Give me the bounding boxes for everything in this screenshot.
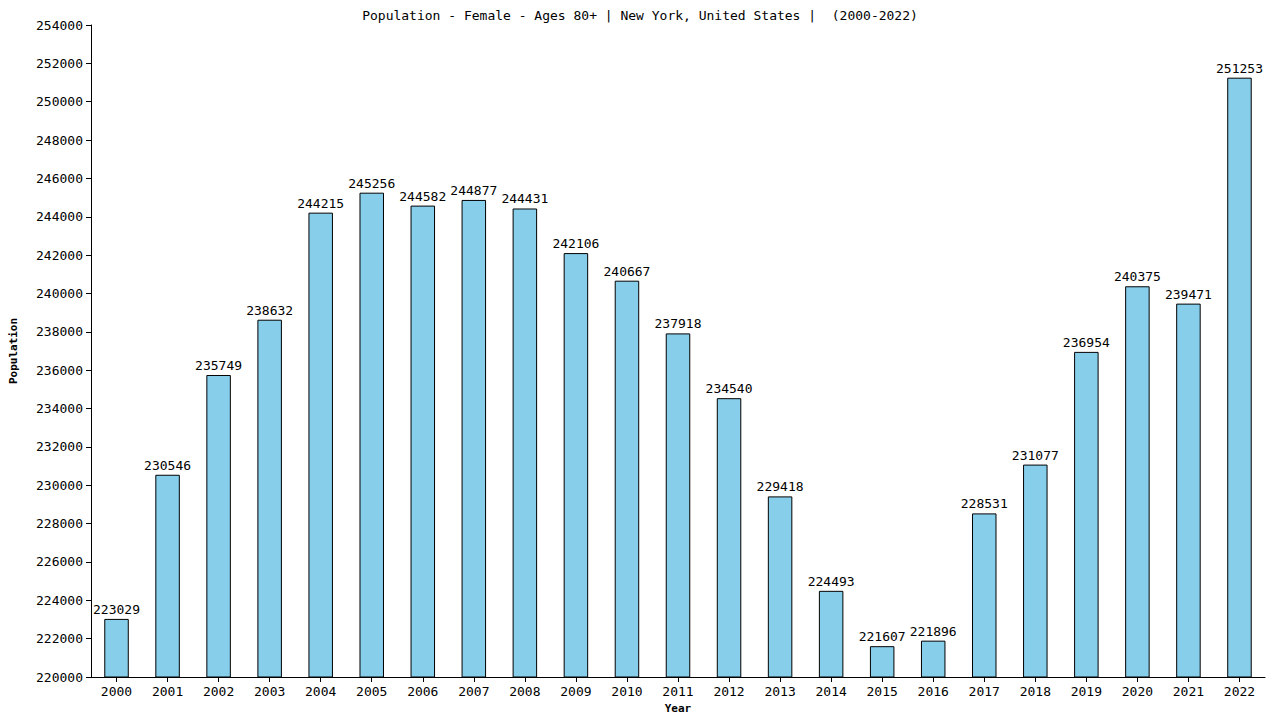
svg-text:238000: 238000 <box>36 324 83 339</box>
svg-text:2019: 2019 <box>1071 684 1102 699</box>
svg-text:250000: 250000 <box>36 94 83 109</box>
svg-text:240375: 240375 <box>1114 269 1161 284</box>
svg-text:229418: 229418 <box>757 479 804 494</box>
svg-text:2001: 2001 <box>152 684 183 699</box>
svg-text:230546: 230546 <box>144 458 191 473</box>
svg-text:2009: 2009 <box>560 684 591 699</box>
svg-text:230000: 230000 <box>36 478 83 493</box>
svg-text:2002: 2002 <box>203 684 234 699</box>
svg-text:246000: 246000 <box>36 171 83 186</box>
svg-text:234540: 234540 <box>706 381 753 396</box>
svg-text:221896: 221896 <box>910 624 957 639</box>
svg-text:Year: Year <box>665 702 692 715</box>
svg-text:2004: 2004 <box>305 684 336 699</box>
svg-text:228531: 228531 <box>961 496 1008 511</box>
svg-text:2011: 2011 <box>662 684 693 699</box>
svg-text:244215: 244215 <box>297 196 344 211</box>
svg-text:240000: 240000 <box>36 286 83 301</box>
svg-text:2005: 2005 <box>356 684 387 699</box>
svg-text:238632: 238632 <box>246 303 293 318</box>
svg-text:235749: 235749 <box>195 358 242 373</box>
svg-text:2010: 2010 <box>611 684 642 699</box>
svg-text:2018: 2018 <box>1020 684 1051 699</box>
svg-text:236000: 236000 <box>36 363 83 378</box>
svg-text:232000: 232000 <box>36 439 83 454</box>
svg-text:254000: 254000 <box>36 18 83 33</box>
svg-text:2020: 2020 <box>1122 684 1153 699</box>
svg-text:2012: 2012 <box>713 684 744 699</box>
svg-text:2022: 2022 <box>1224 684 1255 699</box>
svg-text:223029: 223029 <box>93 602 140 617</box>
svg-text:Population - Female - Ages 80+: Population - Female - Ages 80+ | New Yor… <box>362 8 918 23</box>
svg-text:240667: 240667 <box>603 264 650 279</box>
svg-text:244000: 244000 <box>36 209 83 224</box>
svg-text:2017: 2017 <box>969 684 1000 699</box>
svg-text:236954: 236954 <box>1063 335 1110 350</box>
svg-text:237918: 237918 <box>655 316 702 331</box>
svg-text:226000: 226000 <box>36 554 83 569</box>
svg-text:228000: 228000 <box>36 516 83 531</box>
svg-text:231077: 231077 <box>1012 448 1059 463</box>
svg-text:2014: 2014 <box>815 684 846 699</box>
svg-text:242000: 242000 <box>36 248 83 263</box>
svg-text:239471: 239471 <box>1165 287 1212 302</box>
svg-text:220000: 220000 <box>36 670 83 685</box>
svg-text:2007: 2007 <box>458 684 489 699</box>
svg-text:224493: 224493 <box>808 574 855 589</box>
svg-text:252000: 252000 <box>36 56 83 71</box>
svg-text:224000: 224000 <box>36 593 83 608</box>
svg-text:2006: 2006 <box>407 684 438 699</box>
svg-text:2016: 2016 <box>918 684 949 699</box>
svg-text:2021: 2021 <box>1173 684 1204 699</box>
svg-text:244582: 244582 <box>399 189 446 204</box>
svg-text:2000: 2000 <box>101 684 132 699</box>
svg-text:242106: 242106 <box>552 236 599 251</box>
svg-text:251253: 251253 <box>1216 61 1263 76</box>
svg-text:221607: 221607 <box>859 629 906 644</box>
svg-text:2008: 2008 <box>509 684 540 699</box>
svg-text:234000: 234000 <box>36 401 83 416</box>
svg-text:2003: 2003 <box>254 684 285 699</box>
svg-text:244877: 244877 <box>450 183 497 198</box>
svg-text:2015: 2015 <box>867 684 898 699</box>
svg-text:245256: 245256 <box>348 176 395 191</box>
svg-text:2013: 2013 <box>764 684 795 699</box>
svg-text:Population: Population <box>7 318 20 384</box>
svg-text:248000: 248000 <box>36 133 83 148</box>
svg-text:222000: 222000 <box>36 631 83 646</box>
svg-text:244431: 244431 <box>501 191 548 206</box>
